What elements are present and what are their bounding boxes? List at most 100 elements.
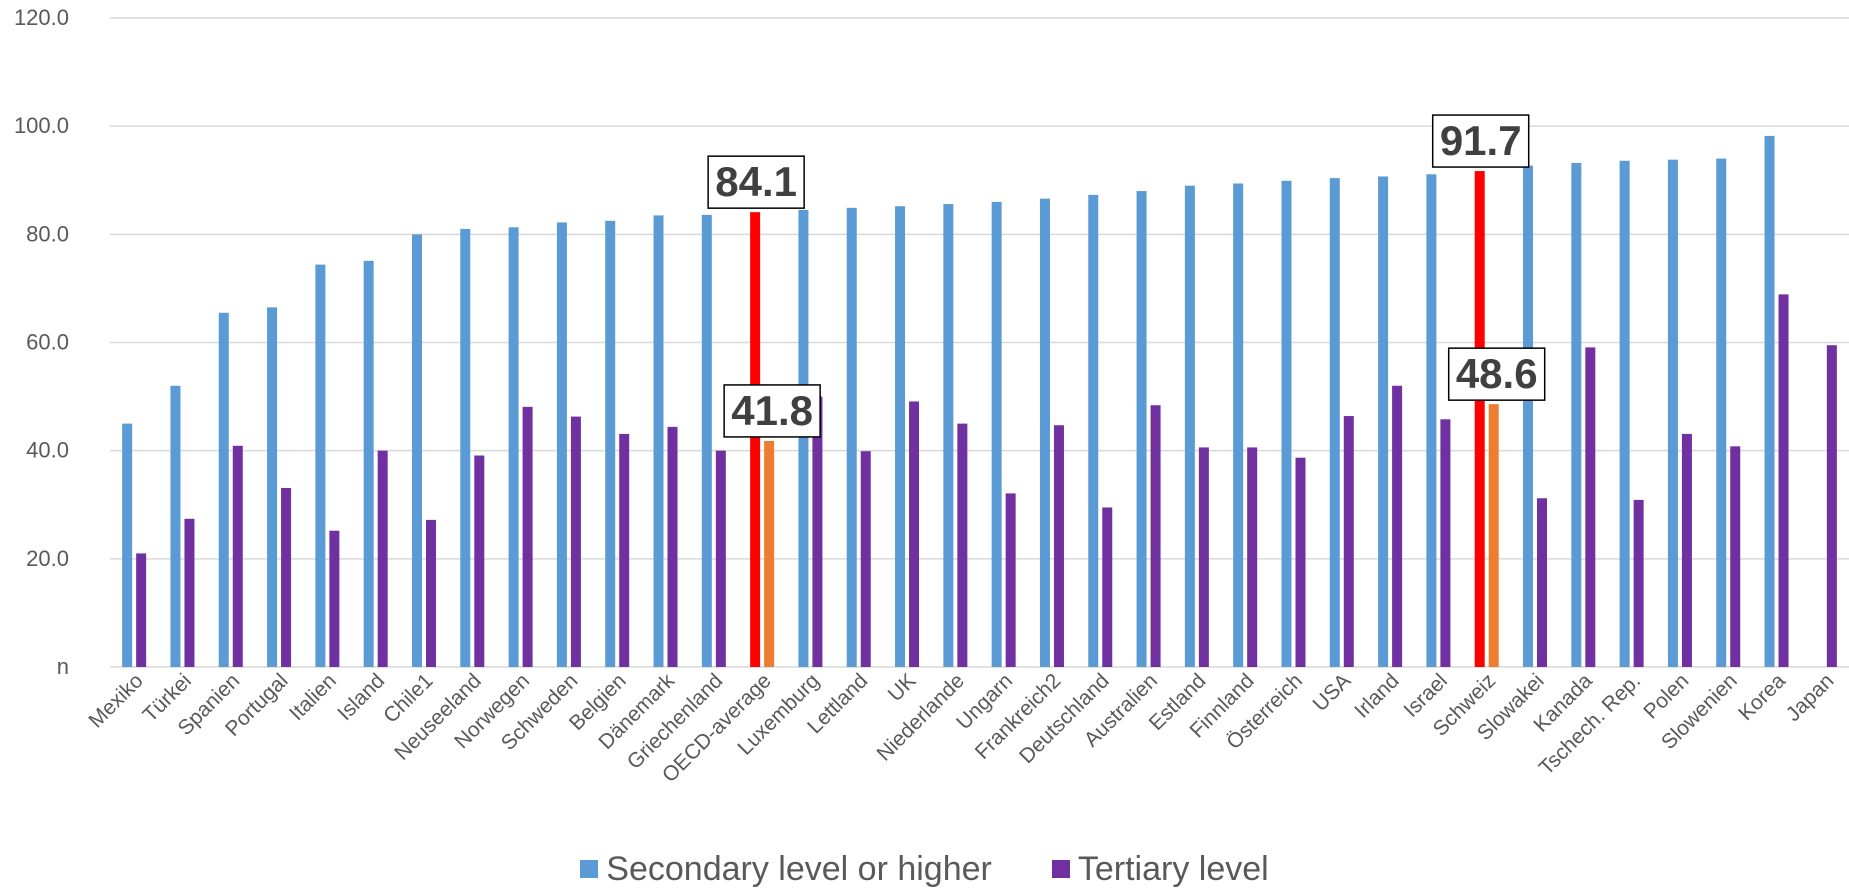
bar-secondary	[1329, 178, 1340, 667]
bar-secondary	[1136, 191, 1147, 668]
bar-tertiary	[136, 553, 147, 667]
bar-secondary	[1184, 185, 1195, 668]
bar-tertiary	[1440, 419, 1451, 667]
bar-tertiary	[1150, 405, 1161, 667]
bar-secondary	[460, 228, 471, 668]
bars	[122, 135, 1837, 668]
value-callout: 84.1	[707, 155, 805, 209]
bar-tertiary	[667, 426, 678, 667]
y-tick-label: 20.0	[26, 546, 69, 571]
y-tick-label: 60.0	[26, 330, 69, 355]
y-tick-label: 100.0	[14, 113, 69, 138]
legend-label-tertiary: Tertiary level	[1077, 849, 1269, 888]
bar-secondary	[1039, 198, 1050, 667]
y-axis-ticks: n 20.0 40.0 60.0 80.0 100.0 120.0	[14, 5, 69, 679]
bar-secondary	[170, 385, 181, 667]
bar-tertiary	[1053, 425, 1064, 667]
y-tick-label: 120.0	[14, 5, 69, 30]
x-tick-label: Japan	[1782, 669, 1839, 726]
bar-chart: n 20.0 40.0 60.0 80.0 100.0 120.0 MexikoTürkei…	[14, 5, 1849, 787]
bar-secondary	[122, 423, 133, 667]
callouts: 84.1 41.8 91.7 48.6	[707, 114, 1546, 438]
callout-box	[707, 155, 805, 209]
x-tick-label: USA	[1309, 669, 1356, 716]
bar-tertiary	[522, 406, 533, 667]
callout-label: 84.1	[715, 158, 797, 205]
bar-tertiary	[860, 451, 871, 667]
bar-tertiary	[232, 445, 243, 667]
bar-tertiary	[1633, 499, 1644, 667]
bar-tertiary	[1537, 498, 1548, 667]
bar-tertiary	[619, 433, 630, 667]
x-tick-label: Mexiko	[84, 669, 147, 732]
y-tick-label: n	[57, 654, 69, 679]
callout-label: 48.6	[1456, 350, 1538, 397]
x-tick-label: Irland	[1350, 669, 1403, 722]
value-callout: 41.8	[723, 384, 821, 438]
gridlines	[110, 17, 1849, 668]
bar-tertiary	[1730, 446, 1741, 667]
callout-label: 91.7	[1440, 117, 1522, 164]
bar-tertiary	[1005, 493, 1016, 667]
callout-box	[1447, 347, 1546, 401]
callout-label: 41.8	[731, 387, 813, 434]
bar-secondary	[1426, 174, 1437, 667]
bar-secondary	[991, 201, 1002, 667]
x-tick-label: UK	[884, 669, 921, 706]
legend-label-secondary: Secondary level or higher	[606, 849, 992, 888]
bar-secondary	[798, 209, 809, 667]
bar-secondary	[411, 234, 422, 668]
bar-tertiary	[281, 487, 292, 667]
bar-secondary	[556, 222, 567, 667]
bar-secondary	[1378, 176, 1389, 667]
bar-secondary	[363, 260, 374, 667]
bar-secondary	[1619, 160, 1630, 667]
bar-secondary	[508, 227, 519, 668]
bar-tertiary	[1585, 347, 1596, 667]
bar-tertiary	[1295, 457, 1306, 667]
value-callout: 48.6	[1447, 347, 1546, 401]
bar-tertiary	[377, 450, 388, 667]
bar-tertiary	[812, 396, 823, 667]
bar-secondary	[895, 206, 906, 667]
bar-tertiary	[184, 518, 195, 667]
callout-box	[723, 384, 821, 438]
legend-swatch-secondary	[580, 860, 599, 878]
bar-secondary	[1233, 183, 1244, 667]
bar-secondary	[750, 212, 761, 667]
bar-tertiary	[1343, 416, 1354, 667]
legend-item-secondary: Secondary level or higher	[580, 850, 992, 889]
x-axis-labels: MexikoTürkeiSpanienPortugalItalienIsland…	[84, 669, 1838, 787]
bar-secondary	[1667, 159, 1678, 667]
bar-secondary	[267, 307, 278, 667]
y-tick-label: 80.0	[26, 221, 69, 246]
bar-tertiary	[329, 530, 340, 667]
bar-secondary	[943, 204, 954, 667]
bar-tertiary	[1392, 385, 1403, 667]
bar-secondary	[218, 312, 229, 667]
bar-tertiary	[909, 401, 920, 667]
bar-secondary	[701, 214, 712, 667]
bar-secondary	[1474, 171, 1485, 667]
bar-tertiary	[1247, 447, 1258, 667]
x-tick-label: Italien	[285, 669, 341, 725]
legend-swatch-tertiary	[1051, 860, 1070, 878]
bar-secondary	[846, 207, 857, 667]
bar-secondary	[1281, 180, 1292, 667]
legend-item-tertiary: Tertiary level	[1051, 849, 1269, 889]
bar-secondary	[1088, 194, 1099, 668]
bar-tertiary	[764, 440, 775, 667]
bar-secondary	[1523, 165, 1534, 667]
value-callout: 91.7	[1431, 114, 1530, 168]
bar-tertiary	[474, 455, 485, 667]
bar-tertiary	[1198, 447, 1209, 667]
bar-tertiary	[1102, 507, 1113, 667]
x-tick-label: Island	[333, 669, 389, 725]
x-tick-label: Korea	[1734, 669, 1790, 725]
bar-tertiary	[957, 423, 968, 667]
legend: Secondary level or higher Tertiary level	[0, 848, 1849, 890]
bar-tertiary	[1778, 294, 1789, 667]
bar-tertiary	[1681, 433, 1692, 667]
bar-secondary	[653, 215, 664, 667]
bar-secondary	[605, 220, 616, 667]
